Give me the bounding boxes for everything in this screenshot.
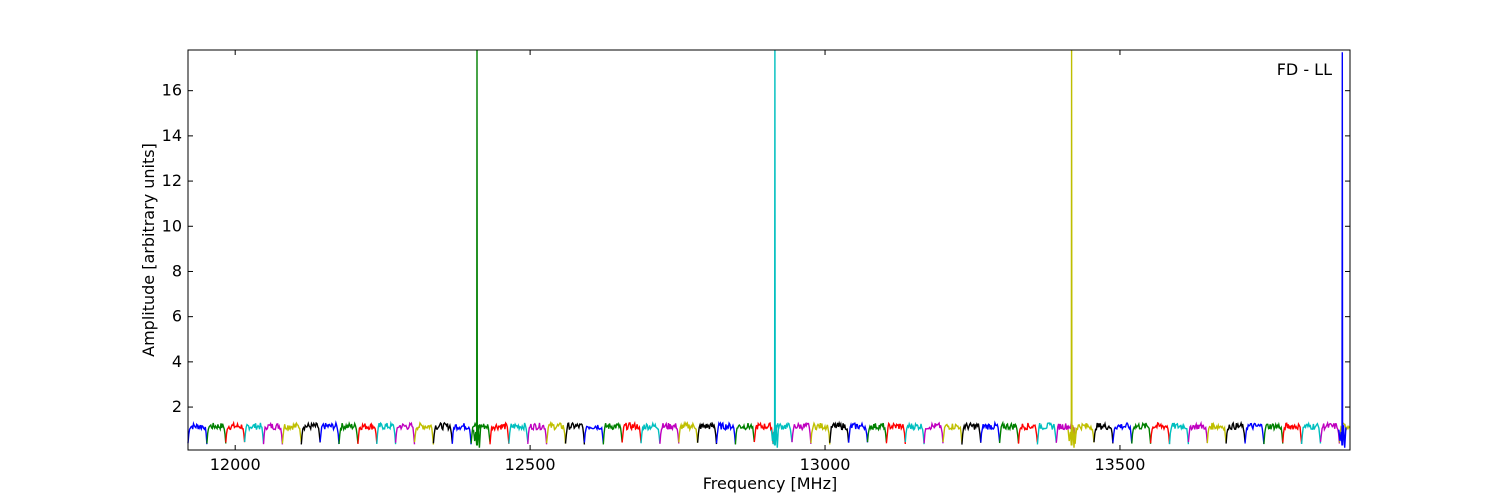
band-series-54 bbox=[1187, 420, 1208, 444]
y-tick-label-16: 16 bbox=[162, 81, 182, 100]
band-series-19 bbox=[527, 422, 548, 445]
band-series-39 bbox=[904, 421, 925, 445]
band-series-24 bbox=[621, 420, 642, 443]
band-series-18 bbox=[508, 422, 529, 444]
y-tick-label-12: 12 bbox=[162, 171, 182, 190]
band-series-41 bbox=[942, 423, 963, 443]
band-series-22 bbox=[583, 424, 604, 444]
band-series-1 bbox=[187, 421, 208, 445]
band-series-33 bbox=[791, 421, 812, 444]
band-series-44 bbox=[998, 420, 1020, 444]
band-series-15 bbox=[451, 423, 472, 445]
x-axis-label: Frequency [MHz] bbox=[703, 474, 837, 493]
band-series-56 bbox=[1225, 420, 1246, 444]
band-series-58 bbox=[1263, 421, 1284, 445]
band-series-26 bbox=[659, 421, 680, 444]
band-series-25 bbox=[640, 421, 661, 444]
band-series-2 bbox=[206, 422, 227, 444]
band-series-4 bbox=[243, 422, 265, 444]
x-tick-label-13500: 13500 bbox=[1095, 455, 1146, 474]
spike-4 bbox=[1338, 52, 1347, 448]
y-axis-label: Amplitude [arbitrary units] bbox=[139, 143, 158, 357]
y-tick-label-4: 4 bbox=[172, 352, 182, 371]
band-series-49 bbox=[1093, 420, 1114, 444]
axes-frame bbox=[187, 49, 1351, 451]
band-series-17 bbox=[489, 421, 510, 445]
band-series-23 bbox=[602, 422, 623, 445]
band-series-40 bbox=[923, 421, 944, 444]
axes-ticks: 12000 12500 13000 13500 2 4 6 8 10 12 14 16 bbox=[162, 50, 1350, 474]
y-tick-label-6: 6 bbox=[172, 307, 182, 326]
band-series-53 bbox=[1168, 422, 1190, 445]
band-series-36 bbox=[847, 421, 869, 443]
band-series-59 bbox=[1282, 422, 1303, 444]
x-tick-label-12000: 12000 bbox=[210, 455, 261, 474]
band-series-3 bbox=[225, 420, 246, 443]
band-series-10 bbox=[357, 422, 378, 444]
band-series-46 bbox=[1036, 422, 1057, 445]
plot-area bbox=[187, 49, 1351, 448]
band-series-45 bbox=[1017, 422, 1039, 444]
band-series-42 bbox=[961, 421, 982, 445]
band-series-38 bbox=[885, 421, 906, 445]
band-series-48 bbox=[1074, 422, 1095, 444]
x-tick-label-13000: 13000 bbox=[800, 455, 851, 474]
band-series-9 bbox=[338, 420, 359, 445]
band-series-27 bbox=[678, 420, 699, 443]
band-series-29 bbox=[715, 421, 737, 444]
band-series-30 bbox=[734, 422, 755, 445]
band-series-14 bbox=[432, 421, 453, 444]
y-tick-label-2: 2 bbox=[172, 397, 182, 416]
band-series-13 bbox=[413, 421, 435, 445]
x-tick-label-12500: 12500 bbox=[505, 455, 556, 474]
band-series-28 bbox=[696, 421, 718, 445]
band-series-57 bbox=[1244, 422, 1265, 445]
band-series-31 bbox=[753, 421, 774, 444]
band-series-5 bbox=[262, 421, 284, 445]
band-series-51 bbox=[1131, 421, 1152, 444]
band-series-7 bbox=[300, 421, 321, 445]
band-series-20 bbox=[545, 420, 567, 444]
band-series-11 bbox=[376, 420, 397, 445]
band-series-37 bbox=[866, 422, 888, 443]
band-series-43 bbox=[980, 420, 1001, 443]
band-series-60 bbox=[1300, 421, 1322, 445]
band-series-8 bbox=[319, 420, 340, 445]
y-tick-label-8: 8 bbox=[172, 261, 182, 280]
band-series-35 bbox=[829, 420, 850, 443]
y-tick-label-14: 14 bbox=[162, 126, 182, 145]
plot-annotation: FD - LL bbox=[1277, 60, 1332, 79]
band-series-6 bbox=[281, 421, 302, 444]
band-series-50 bbox=[1112, 421, 1133, 444]
band-series-21 bbox=[564, 421, 586, 445]
band-series-52 bbox=[1149, 421, 1171, 444]
band-series-55 bbox=[1206, 421, 1227, 444]
band-series-62 bbox=[1338, 422, 1351, 443]
y-tick-label-10: 10 bbox=[162, 216, 182, 235]
band-series-61 bbox=[1319, 420, 1341, 444]
band-series-12 bbox=[394, 421, 416, 445]
band-series-34 bbox=[810, 421, 831, 445]
